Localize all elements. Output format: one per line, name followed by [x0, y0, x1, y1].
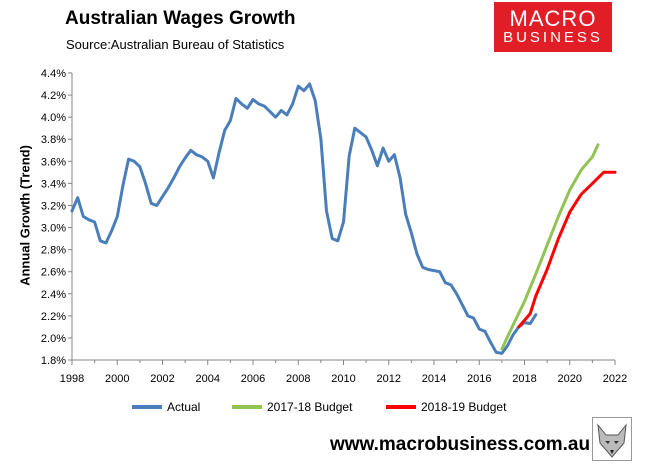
fox-mascot-icon	[592, 417, 632, 461]
series-lines	[70, 82, 617, 355]
x-tick-label: 2018	[512, 373, 536, 385]
y-tick-label: 2.0%	[41, 333, 66, 345]
y-tick-label: 3.6%	[41, 156, 66, 168]
y-tick-label: 3.0%	[41, 223, 66, 235]
legend-item-2017-18-budget: 2017-18 Budget	[232, 400, 352, 414]
y-tick-label: 2.2%	[41, 311, 66, 323]
x-tick-label: 2006	[241, 373, 265, 385]
y-tick-label: 3.2%	[41, 200, 66, 212]
x-tick-label: 2020	[558, 373, 582, 385]
y-tick-label: 4.2%	[41, 90, 66, 102]
series-line-actual	[70, 82, 538, 355]
legend-label-2017-18-budget: 2017-18 Budget	[267, 400, 353, 414]
x-tick-label: 2000	[105, 373, 129, 385]
x-tick-label: 2022	[603, 373, 627, 385]
chart-title: Australian Wages Growth	[65, 8, 296, 29]
x-axis-ticks: 1998 2000 2002 2004 2006 2008 2010 2012 2014 2016…	[60, 360, 627, 385]
y-tick-label: 2.4%	[41, 289, 66, 301]
series-line-2018-19-budget	[517, 170, 617, 329]
website-url: www.macrobusiness.com.au	[330, 434, 591, 455]
x-tick-label: 2008	[286, 373, 310, 385]
x-tick-label: 2002	[150, 373, 174, 385]
macrobusiness-logo: MACRO BUSINESS	[494, 2, 612, 52]
x-tick-label: 2012	[377, 373, 401, 385]
y-tick-label: 3.8%	[41, 134, 66, 146]
x-tick-label: 1998	[60, 373, 84, 385]
x-tick-label: 2014	[422, 373, 446, 385]
y-tick-label: 2.6%	[41, 267, 66, 279]
chart-source: Source:Australian Bureau of Statistics	[66, 37, 285, 52]
legend-swatch-2018-19-budget	[386, 405, 416, 409]
legend-swatch-2017-18-budget	[232, 405, 262, 409]
y-tick-label: 2.8%	[41, 245, 66, 257]
logo-line-2: BUSINESS	[503, 29, 603, 46]
y-tick-label: 3.4%	[41, 178, 66, 190]
y-tick-label: 4.0%	[41, 112, 66, 124]
x-tick-label: 2016	[467, 373, 491, 385]
x-tick-label: 2004	[196, 373, 220, 385]
y-tick-label: 4.4%	[41, 68, 66, 80]
legend-swatch-actual	[132, 405, 162, 409]
legend-label-actual: Actual	[167, 400, 201, 414]
legend-label-2018-19-budget: 2018-19 Budget	[421, 400, 507, 414]
logo-line-1: MACRO	[509, 6, 597, 31]
x-tick-label: 2010	[331, 373, 355, 385]
y-axis-ticks: 1.8% 2.0% 2.2% 2.4% 2.6% 2.8% 3.0% 3.2% 3.4% 3.6%…	[41, 68, 72, 367]
y-tick-label: 1.8%	[41, 355, 66, 367]
series-line-2017-18-budget	[500, 143, 600, 351]
legend: Actual 2017-18 Budget 2018-19 Budget	[0, 400, 646, 420]
legend-item-actual: Actual	[132, 400, 200, 414]
legend-item-2018-19-budget: 2018-19 Budget	[386, 400, 506, 414]
